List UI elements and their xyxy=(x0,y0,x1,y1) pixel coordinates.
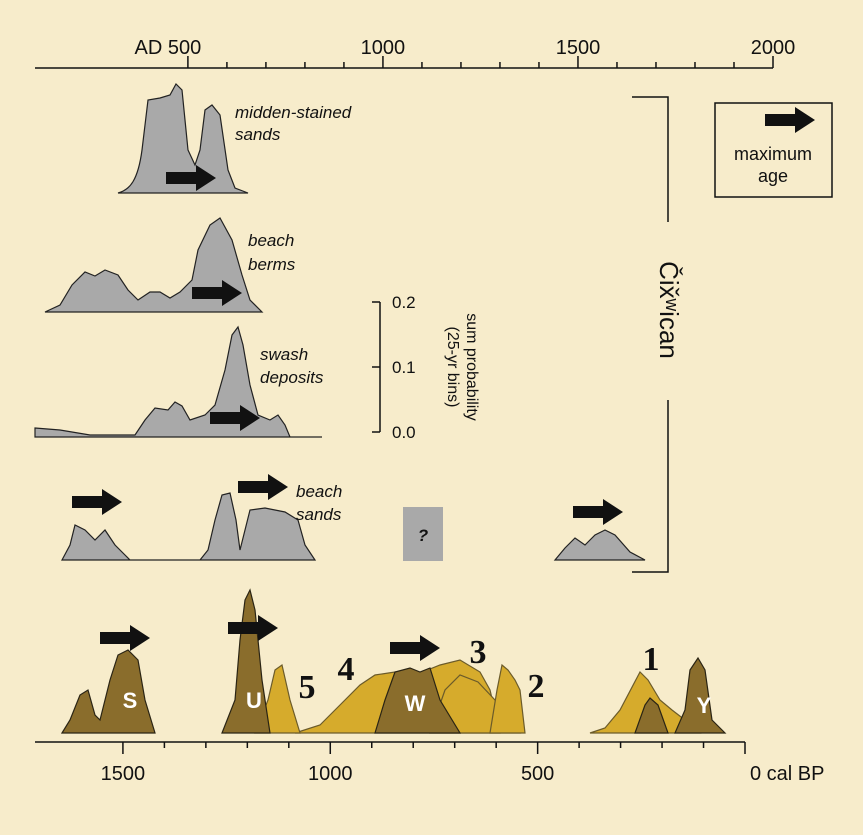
bracket xyxy=(632,96,669,222)
deposit-label: beach xyxy=(296,482,342,501)
feature-label: S xyxy=(123,688,138,713)
tick-label: 1500 xyxy=(556,37,601,59)
tick-label: 0.2 xyxy=(392,293,416,312)
tick-label: 1000 xyxy=(308,763,353,785)
legend-text: age xyxy=(758,166,788,186)
legend-text: maximum xyxy=(734,144,812,164)
feature-number: 4 xyxy=(338,651,355,688)
feature-number: 1 xyxy=(643,641,660,678)
minor-ticks xyxy=(163,62,735,748)
feature-number: 5 xyxy=(299,669,316,706)
deposit-label: deposits xyxy=(260,368,324,387)
s-curve xyxy=(60,649,156,734)
tick-label: 1500 xyxy=(101,763,146,785)
w-curve xyxy=(374,667,462,734)
tick-label: 0 cal BP xyxy=(750,763,824,785)
feature-number: 2 xyxy=(528,668,545,705)
tick-label: 0.0 xyxy=(392,423,416,442)
y-curve xyxy=(674,656,727,734)
tick-label: 2000 xyxy=(751,37,796,59)
feature-label: W xyxy=(405,691,426,716)
deposit-label: beach xyxy=(248,231,294,250)
u-curve xyxy=(221,588,271,734)
tick-label: 1000 xyxy=(361,37,406,59)
sands-curve xyxy=(553,529,646,561)
scale-label: sum probability xyxy=(463,313,480,421)
midden-curve xyxy=(117,83,249,194)
group-label: Čix̌ʷican xyxy=(654,261,684,359)
unknown-label: ? xyxy=(418,526,429,545)
curve-2 xyxy=(489,663,526,734)
deposit-label: berms xyxy=(248,255,296,274)
deposit-label: sands xyxy=(296,505,342,524)
deposit-label: midden-stained xyxy=(235,103,352,122)
tick-label: 0.1 xyxy=(392,358,416,377)
feature-label: U xyxy=(246,688,262,713)
deposit-label: swash xyxy=(260,345,308,364)
sands-curve xyxy=(61,492,317,561)
tick-label: 500 xyxy=(521,763,554,785)
scale-label: (25-yr bins) xyxy=(444,327,461,408)
feature-label: Y xyxy=(697,693,712,718)
tick-label: AD 500 xyxy=(135,37,202,59)
unknown-box xyxy=(403,507,443,561)
bracket xyxy=(632,400,669,573)
deposit-label: sands xyxy=(235,125,281,144)
swash-curve xyxy=(34,325,322,438)
feature-number: 3 xyxy=(470,634,487,671)
y-curve xyxy=(634,697,669,734)
legend-box xyxy=(714,102,833,198)
